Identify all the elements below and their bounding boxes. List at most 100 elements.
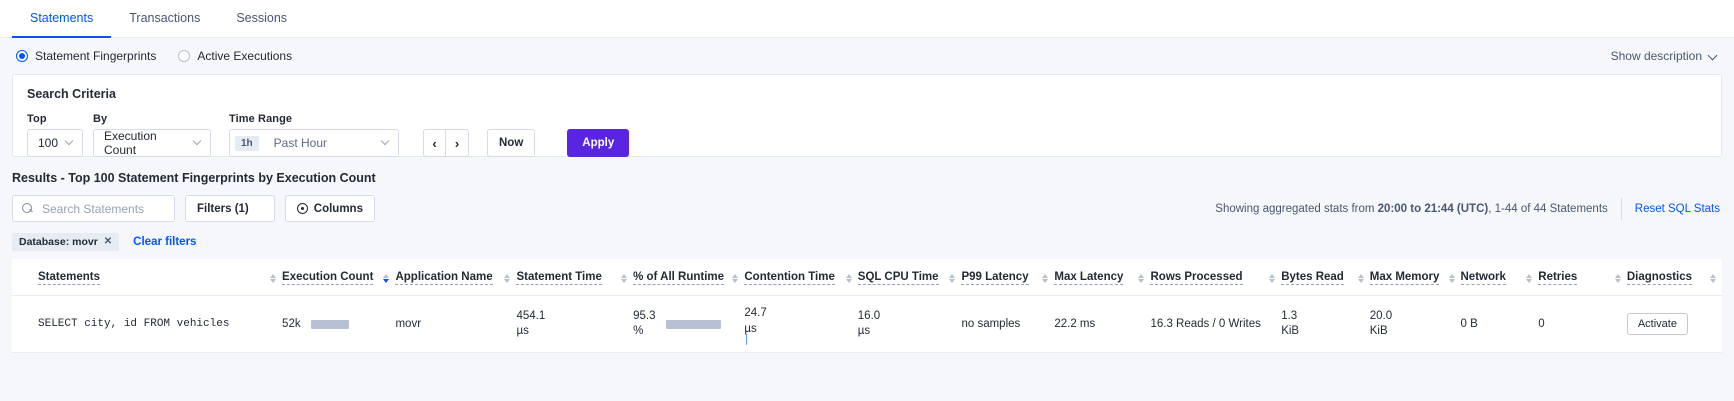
sort-toggle[interactable] (845, 274, 852, 285)
col-max-latency[interactable]: Max Latency (1054, 259, 1151, 296)
filter-chip-label: Database: movr (19, 235, 98, 248)
cell-contention-time: 24.7 µs │ (744, 295, 858, 354)
sort-toggle[interactable] (1269, 274, 1276, 285)
col-retries[interactable]: Retries (1538, 259, 1627, 296)
col-execution-count-label: Execution Count (282, 271, 374, 285)
search-icon (22, 203, 33, 214)
col-contention-time[interactable]: Contention Time (744, 259, 858, 296)
by-label: By (93, 113, 108, 125)
sort-toggle[interactable] (1357, 274, 1364, 285)
search-criteria-panel: Search Criteria Top 100 By Execution Cou… (12, 74, 1722, 157)
clear-filters-button[interactable]: Clear filters (133, 235, 197, 248)
tab-transactions[interactable]: Transactions (111, 0, 218, 38)
sort-toggle[interactable] (732, 274, 739, 285)
top-select[interactable]: 100 (27, 129, 83, 157)
reset-sql-stats-button[interactable]: Reset SQL Stats (1634, 202, 1720, 215)
tab-sessions[interactable]: Sessions (218, 0, 305, 38)
col-contention-time-label: Contention Time (744, 271, 835, 285)
bytes-read-unit: KiB (1281, 325, 1300, 338)
statements-table: Statements Execution Count Application N… (12, 259, 1722, 354)
search-criteria-title: Search Criteria (27, 87, 116, 101)
filters-button[interactable]: Filters (1) (185, 195, 275, 222)
show-description-label: Show description (1610, 49, 1702, 63)
col-statements[interactable]: Statements (12, 259, 283, 296)
columns-button-label: Columns (313, 202, 363, 215)
time-prev-button[interactable]: ‹ (423, 129, 446, 157)
search-statements-box[interactable] (12, 195, 175, 222)
col-application-name-label: Application Name (395, 271, 493, 285)
time-range-badge: 1h (235, 135, 259, 151)
cell-rows-processed: 16.3 Reads / 0 Writes (1150, 295, 1282, 354)
cell-statement[interactable]: SELECT city, id FROM vehicles (12, 295, 283, 354)
pct-all-runtime-value: 95.3 (633, 309, 656, 322)
status-suffix: , 1-44 of 44 Statements (1488, 202, 1608, 215)
sort-toggle[interactable] (621, 274, 628, 285)
view-toggle-row: Statement Fingerprints Active Executions… (0, 38, 1734, 74)
activate-diagnostics-button[interactable]: Activate (1626, 313, 1688, 336)
sort-toggle[interactable] (1448, 274, 1455, 285)
cell-max-latency: 22.2 ms (1054, 295, 1151, 354)
results-title: Results - Top 100 Statement Fingerprints… (12, 171, 376, 185)
sort-toggle[interactable] (949, 274, 956, 285)
col-network-label: Network (1460, 271, 1506, 285)
search-input[interactable] (40, 200, 165, 217)
col-rows-processed[interactable]: Rows Processed (1150, 259, 1282, 296)
filters-button-label: Filters (1) (197, 202, 249, 215)
time-next-button[interactable]: › (446, 129, 469, 157)
sort-toggle[interactable] (1526, 274, 1533, 285)
columns-button[interactable]: Columns (284, 195, 375, 222)
chevron-down-icon (194, 139, 202, 147)
by-field: By Execution Count (93, 113, 211, 157)
view-toggle-group: Statement Fingerprints Active Executions (16, 49, 292, 63)
col-bytes-read[interactable]: Bytes Read (1281, 259, 1370, 296)
col-max-memory[interactable]: Max Memory (1369, 259, 1461, 296)
radio-statement-fingerprints[interactable]: Statement Fingerprints (16, 49, 156, 63)
execution-count-bar (310, 319, 349, 329)
radio-active-executions[interactable]: Active Executions (178, 49, 292, 63)
cell-max-memory: 20.0 KiB (1369, 295, 1461, 354)
time-range-select[interactable]: 1h Past Hour (229, 129, 399, 157)
col-network[interactable]: Network (1460, 259, 1539, 296)
sort-toggle[interactable] (1710, 274, 1716, 285)
apply-button[interactable]: Apply (567, 129, 630, 157)
tab-statements[interactable]: Statements (12, 0, 112, 38)
sql-cpu-time-unit: µs (857, 325, 871, 338)
col-p99-latency[interactable]: P99 Latency (961, 259, 1055, 296)
cell-retries: 0 (1538, 295, 1627, 354)
top-value: 100 (38, 136, 59, 150)
close-icon[interactable]: ✕ (103, 236, 113, 247)
show-description-toggle[interactable]: Show description (1611, 49, 1718, 63)
results-toolbar: Filters (1) Columns Showing aggregated s… (0, 185, 1734, 222)
col-application-name[interactable]: Application Name (395, 259, 517, 296)
statement-time-unit: µs (516, 325, 529, 338)
by-select[interactable]: Execution Count (93, 129, 211, 157)
sort-toggle[interactable] (270, 274, 277, 285)
col-execution-count[interactable]: Execution Count (282, 259, 396, 296)
gear-icon (296, 203, 308, 214)
sort-toggle[interactable] (1614, 274, 1621, 285)
time-range-label: Time Range (229, 113, 293, 125)
sort-toggle[interactable] (1138, 274, 1145, 285)
filter-chip-database[interactable]: Database: movr ✕ (12, 232, 120, 251)
col-diagnostics[interactable]: Diagnostics (1626, 259, 1722, 296)
by-value: Execution Count (104, 129, 157, 157)
sql-cpu-time-value: 16.0 (857, 309, 881, 322)
col-rows-processed-label: Rows Processed (1150, 271, 1243, 285)
now-button[interactable]: Now (487, 129, 536, 157)
main-tabs: Statements Transactions Sessions (0, 0, 1734, 38)
sort-toggle-active[interactable] (383, 274, 390, 285)
pct-all-runtime-bar (665, 319, 721, 329)
sort-toggle[interactable] (1042, 274, 1049, 285)
cell-bytes-read: 1.3 KiB (1281, 295, 1370, 354)
statement-link[interactable]: SELECT city, id FROM vehicles (38, 318, 230, 331)
col-statement-time[interactable]: Statement Time (516, 259, 634, 296)
table-row[interactable]: SELECT city, id FROM vehicles 52k movr 4… (12, 295, 1722, 354)
results-toolbar-left: Filters (1) Columns (12, 195, 375, 222)
cell-statement-time: 454.1 µs (516, 295, 634, 354)
col-sql-cpu-time[interactable]: SQL CPU Time (857, 259, 962, 296)
time-nav-buttons: ‹ › (423, 129, 469, 157)
col-pct-all-runtime[interactable]: % of All Runtime (633, 259, 745, 296)
sort-toggle[interactable] (504, 274, 511, 285)
results-status-text: Showing aggregated stats from 20:00 to 2… (1215, 203, 1607, 215)
col-statements-label: Statements (38, 271, 100, 285)
